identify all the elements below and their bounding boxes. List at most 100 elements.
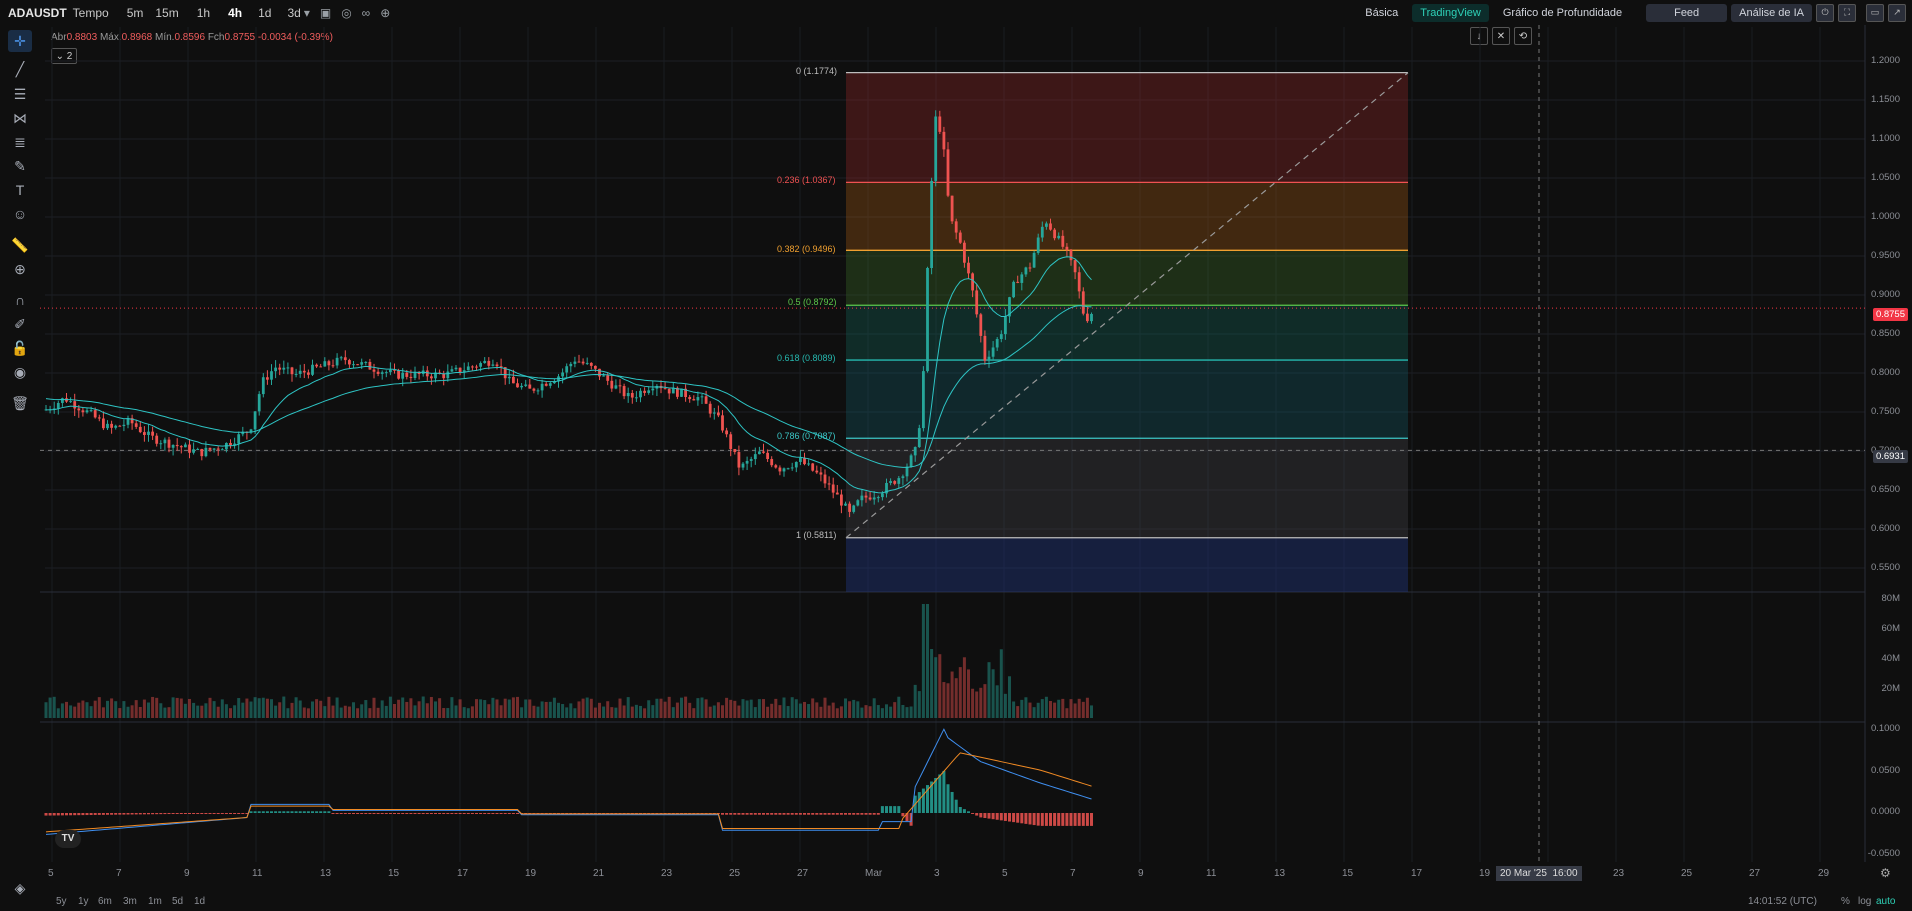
ai-analysis-button[interactable]: Análise de IA <box>1731 3 1812 22</box>
chart-type-icon[interactable]: ▣ <box>319 5 332 20</box>
macd-histogram-bar <box>364 813 368 814</box>
pattern-icon[interactable]: ⋈ <box>13 109 27 126</box>
power-icon[interactable]: ⏻ <box>1816 3 1834 22</box>
open-label: Abr <box>51 32 67 43</box>
macd-histogram-bar <box>983 813 987 819</box>
window-icon[interactable]: ▭ <box>1866 3 1884 22</box>
fib-icon[interactable]: ≣ <box>14 133 26 150</box>
volume-bar <box>69 705 73 718</box>
layers-icon[interactable]: ◈ <box>14 879 26 896</box>
candle <box>585 362 589 364</box>
log-toggle[interactable]: log <box>1858 896 1872 907</box>
macd-histogram-bar <box>975 813 979 816</box>
timeframe-4h[interactable]: 4h <box>228 5 243 20</box>
timeframe-5m[interactable]: 5m <box>126 5 144 20</box>
magnet-icon[interactable]: ∩ <box>14 292 26 308</box>
candle <box>335 357 339 366</box>
volume-bar <box>561 704 565 718</box>
candle <box>561 372 564 377</box>
candle <box>979 314 983 336</box>
brush-icon[interactable]: ✎ <box>14 157 26 174</box>
mode-tradingview[interactable]: TradingView <box>1412 3 1489 22</box>
candle <box>167 439 171 448</box>
mode-depth[interactable]: Gráfico de Profundidade <box>1502 6 1623 19</box>
timeframe-3d[interactable]: 3d <box>287 5 301 20</box>
volume-bar <box>101 707 105 718</box>
crosshair-icon[interactable]: ✛ <box>8 30 32 52</box>
volume-bar <box>245 698 249 718</box>
timeframe-15m[interactable]: 15m <box>155 5 179 20</box>
volume-bar <box>356 708 360 718</box>
volume-bar <box>749 699 753 718</box>
candle <box>499 366 503 368</box>
price-tick: 1.1500 <box>1870 94 1900 105</box>
refresh-icon[interactable]: ⟲ <box>1514 27 1532 45</box>
macd-histogram-bar <box>196 813 200 814</box>
volume-bar <box>823 697 827 718</box>
compare-icon[interactable]: ∞ <box>361 5 371 20</box>
range-6m[interactable]: 6m <box>98 896 112 907</box>
macd-histogram-bar <box>979 813 983 818</box>
zoom-icon[interactable]: ⊕ <box>14 260 26 277</box>
macd-histogram-bar <box>930 781 934 813</box>
macd-histogram-bar <box>315 811 319 813</box>
percent-toggle[interactable]: % <box>1841 896 1850 907</box>
volume-bar <box>56 708 60 718</box>
macd-histogram-bar <box>114 813 118 815</box>
volume-bar <box>294 697 298 718</box>
timeframe-1h[interactable]: 1h <box>196 5 211 20</box>
volume-bar <box>462 707 466 718</box>
candle <box>384 372 388 374</box>
volume-bar <box>274 705 278 718</box>
mode-basic[interactable]: Básica <box>1365 6 1399 19</box>
timeframe-1d[interactable]: 1d <box>258 5 272 20</box>
candle <box>1012 281 1015 298</box>
volume-bar <box>393 703 396 718</box>
candle <box>770 459 774 466</box>
candle <box>130 418 134 424</box>
macd-histogram-bar <box>339 813 343 814</box>
arrow-down-icon[interactable]: ↓ <box>1470 27 1488 45</box>
range-5y[interactable]: 5y <box>56 896 67 907</box>
candle <box>913 447 917 456</box>
fullscreen-icon[interactable]: ⛶ <box>1838 3 1856 22</box>
add-icon[interactable]: ⊕ <box>380 5 391 20</box>
auto-toggle[interactable]: auto <box>1876 896 1896 907</box>
ruler-icon[interactable]: 📏 <box>11 236 29 253</box>
macd-histogram-bar <box>241 813 245 814</box>
chevron-down-icon[interactable]: ▾ <box>303 5 310 20</box>
volume-bar <box>831 702 835 718</box>
feed-button[interactable]: Feed <box>1646 3 1728 22</box>
range-5d[interactable]: 5d <box>172 896 184 907</box>
symbol-name[interactable]: ADAUSDT <box>8 5 67 20</box>
volume-bar <box>1061 698 1065 718</box>
settings-icon[interactable]: ⚙ <box>1880 866 1891 880</box>
range-1m[interactable]: 1m <box>148 896 162 907</box>
emoji-icon[interactable]: ☺ <box>12 206 28 222</box>
volume-bar <box>868 706 872 718</box>
lock-pencil-icon[interactable]: ✐ <box>14 315 26 332</box>
indicators-icon[interactable]: ◎ <box>341 5 352 20</box>
lock-icon[interactable]: 🔓 <box>11 339 29 356</box>
close-icon[interactable]: ✕ <box>1492 27 1510 45</box>
range-1d[interactable]: 1d <box>194 896 206 907</box>
volume-bar <box>1069 699 1073 718</box>
indicator-count: 2 <box>66 50 73 62</box>
price-tick: 1.0500 <box>1870 172 1900 183</box>
volume-bar <box>557 702 560 718</box>
range-3m[interactable]: 3m <box>123 896 137 907</box>
trendline-icon[interactable]: ╱ <box>15 60 25 77</box>
range-1y[interactable]: 1y <box>78 896 89 907</box>
volume-bar <box>52 696 56 718</box>
volume-bar <box>1044 696 1048 718</box>
candle <box>44 409 48 411</box>
macd-histogram-bar <box>803 813 806 815</box>
volume-bar <box>142 699 146 718</box>
hlines-icon[interactable]: ☰ <box>13 85 27 102</box>
macd-histogram-bar <box>216 813 220 814</box>
text-icon[interactable]: T <box>15 182 25 198</box>
eye-icon[interactable]: ◉ <box>13 363 27 380</box>
trash-icon[interactable]: 🗑 <box>11 394 29 411</box>
share-icon[interactable]: ↗ <box>1888 3 1906 22</box>
